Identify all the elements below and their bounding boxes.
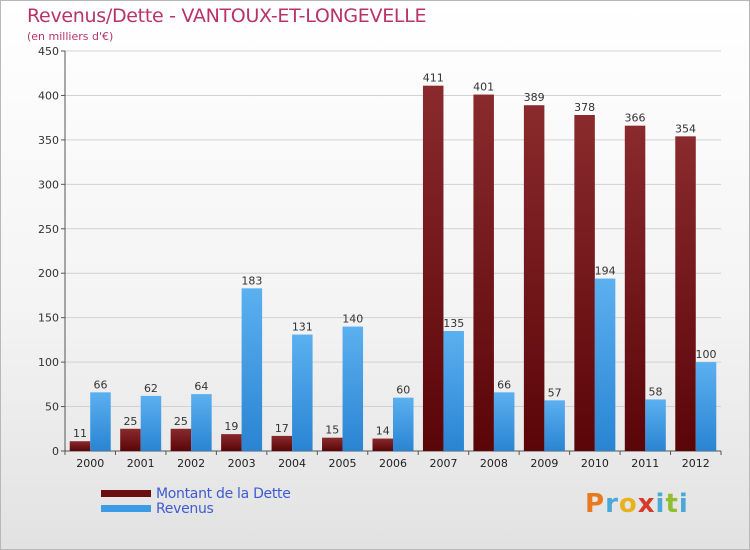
x-tick-label: 2011	[631, 457, 659, 470]
y-tick-label: 250	[38, 223, 59, 236]
bar-dette	[69, 441, 91, 451]
bar-dette	[574, 115, 595, 451]
bar-revenus	[191, 394, 212, 451]
bar-revenus	[140, 395, 162, 451]
bar-dette	[675, 136, 696, 452]
data-label: 135	[443, 317, 464, 330]
bar-revenus	[90, 392, 111, 451]
data-label: 25	[123, 415, 137, 428]
legend-label-revenus: Revenus	[156, 501, 214, 517]
x-tick-label: 2007	[429, 457, 457, 470]
chart-subtitle: (en milliers d'€)	[27, 30, 114, 43]
logo-letter: i	[678, 489, 689, 519]
bar-revenus	[544, 400, 565, 451]
bar-dette	[322, 437, 343, 451]
legend-swatch-dette	[101, 490, 151, 497]
x-tick-label: 2010	[581, 457, 609, 470]
bar-dette	[271, 435, 293, 451]
y-tick-label: 350	[38, 134, 59, 147]
data-label: 11	[73, 427, 87, 440]
x-tick-label: 2000	[76, 457, 104, 470]
x-tick-label: 2002	[177, 457, 205, 470]
bar-revenus	[393, 397, 414, 451]
bar-dette	[120, 428, 141, 451]
bar-dette	[473, 94, 494, 452]
legend-swatch-revenus	[101, 505, 151, 512]
bar-revenus	[292, 334, 313, 451]
data-label: 131	[292, 321, 313, 334]
proxiti-logo: Proxiti	[585, 489, 689, 519]
data-label: 100	[696, 348, 717, 361]
data-label: 15	[325, 424, 339, 437]
bar-revenus	[493, 392, 515, 451]
bar-revenus	[594, 278, 616, 451]
data-label: 25	[174, 415, 188, 428]
data-label: 389	[524, 91, 545, 104]
data-label: 401	[473, 81, 494, 94]
bar-revenus	[645, 399, 666, 451]
y-tick-label: 100	[38, 356, 59, 369]
bar-dette	[221, 434, 242, 451]
data-label: 140	[342, 313, 363, 326]
bar-dette	[624, 125, 646, 452]
x-tick-label: 2012	[682, 457, 710, 470]
data-label: 378	[574, 101, 595, 114]
chart-title: Revenus/Dette - VANTOUX-ET-LONGEVELLE	[27, 5, 427, 27]
data-label: 354	[675, 122, 696, 135]
data-label: 66	[93, 378, 107, 391]
bar-revenus	[342, 326, 364, 451]
x-tick-label: 2006	[379, 457, 407, 470]
data-label: 17	[275, 422, 289, 435]
y-tick-label: 150	[38, 312, 59, 325]
x-tick-label: 2003	[228, 457, 256, 470]
logo-letter: P	[585, 489, 606, 519]
data-label: 194	[595, 265, 616, 278]
bar-dette	[372, 438, 393, 451]
data-label: 58	[649, 385, 663, 398]
logo-letter: x	[637, 489, 656, 519]
bar-dette	[422, 85, 444, 452]
x-tick-label: 2005	[329, 457, 357, 470]
legend-label-dette: Montant de la Dette	[156, 486, 291, 502]
x-tick-label: 2004	[278, 457, 306, 470]
bar-revenus	[443, 331, 464, 451]
bar-revenus	[241, 288, 263, 451]
y-tick-label: 400	[38, 89, 59, 102]
logo-letter: i	[655, 489, 666, 519]
data-label: 411	[423, 72, 444, 85]
logo-letter: o	[618, 489, 638, 519]
data-label: 60	[396, 384, 410, 397]
y-tick-label: 0	[52, 445, 59, 458]
x-tick-label: 2009	[530, 457, 558, 470]
bar-dette	[170, 428, 192, 451]
bar-revenus	[695, 362, 717, 451]
logo-letter: r	[605, 489, 619, 519]
x-tick-label: 2008	[480, 457, 508, 470]
data-label: 14	[376, 425, 390, 438]
data-label: 366	[625, 112, 646, 125]
y-tick-label: 200	[38, 267, 59, 280]
y-tick-label: 50	[45, 401, 59, 414]
y-tick-label: 450	[38, 45, 59, 58]
data-label: 19	[224, 420, 238, 433]
data-label: 62	[144, 382, 158, 395]
data-label: 66	[497, 378, 511, 391]
data-label: 64	[194, 380, 208, 393]
x-tick-label: 2001	[127, 457, 155, 470]
logo-letter: t	[665, 489, 679, 519]
bar-dette	[523, 105, 545, 451]
y-tick-label: 300	[38, 178, 59, 191]
data-label: 183	[241, 274, 262, 287]
data-label: 57	[548, 386, 562, 399]
